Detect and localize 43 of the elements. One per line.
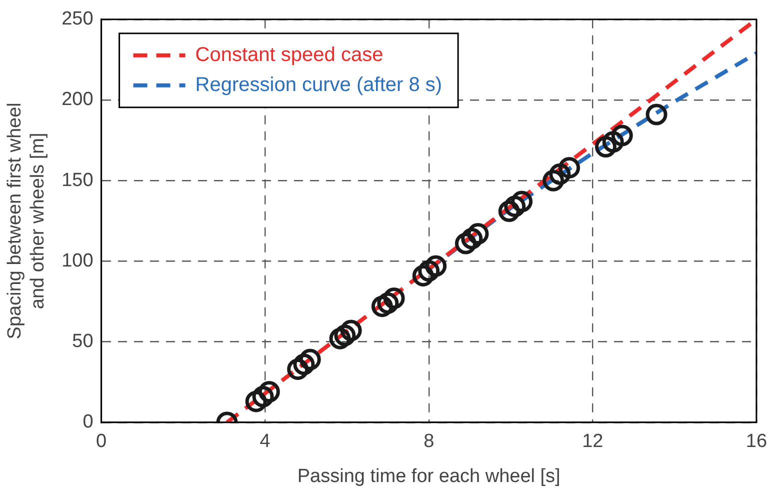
point [340,320,362,342]
point [454,232,476,254]
x-tick-label: 8 [424,431,434,452]
point [602,131,624,153]
point [329,328,351,350]
x-tick-label: 0 [96,431,107,452]
y-tick-label: 250 [62,8,94,30]
y-tick-label: 100 [62,250,94,272]
point [646,104,668,126]
point [293,354,315,376]
point [611,124,633,146]
point [498,200,520,222]
x-tick-label: 12 [582,431,604,452]
point [377,292,399,314]
point [287,358,309,380]
point [252,386,274,408]
point [511,190,533,212]
legend-label: Regression curve (after 8 s) [195,74,442,96]
point [504,196,526,218]
point [371,296,393,318]
point [542,170,564,192]
y-tick-label: 150 [62,170,94,191]
point [245,390,267,412]
point [334,324,356,346]
y-tick-label: 200 [62,89,94,110]
y-tick-label: 50 [72,331,94,352]
point [258,381,280,403]
x-tick-label: 16 [746,431,768,452]
legend-label: Constant speed case [195,44,384,66]
point [595,136,617,158]
point [412,264,434,286]
point [425,255,447,277]
y-tick-label: 0 [82,412,94,433]
x-tick-label: 4 [260,431,271,452]
point [418,260,440,282]
point [549,163,571,185]
point [467,223,489,245]
x-axis-title: Passing time for each wheel [s] [297,466,560,487]
y-axis-title: Spacing between first wheel and other wheels [m] [4,102,48,340]
point [461,228,483,250]
point [383,288,405,310]
point [558,156,580,178]
point [299,348,321,370]
